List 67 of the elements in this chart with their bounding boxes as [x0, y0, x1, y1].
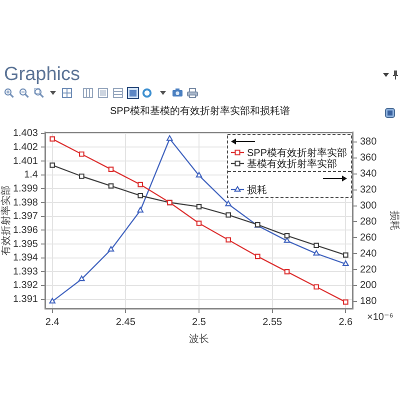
point — [225, 200, 232, 206]
y2-tick-label: 320 — [360, 184, 378, 196]
point — [254, 254, 260, 260]
point — [342, 299, 348, 305]
point — [78, 151, 84, 157]
point — [226, 237, 232, 243]
y-tick-label: 1.403 — [12, 128, 38, 140]
y-tick-label: 1.391 — [12, 294, 38, 306]
y-tick-label: 1.401 — [12, 156, 38, 167]
point — [50, 162, 56, 168]
point — [342, 252, 348, 258]
point — [138, 192, 144, 198]
y-tick-label: 1.399 — [12, 183, 38, 194]
y2-axis-title: 损耗 — [388, 210, 400, 230]
y-tick-label: 1.402 — [12, 142, 38, 153]
point — [284, 233, 290, 238]
legend-label: 损耗 — [247, 184, 267, 196]
y2-tick-label: 300 — [360, 200, 378, 212]
y-tick-label: 1.4 — [24, 170, 38, 181]
y-tick-label: 1.393 — [12, 266, 38, 278]
point — [313, 250, 320, 256]
x-axis-title: 波长 — [189, 332, 209, 345]
y-tick-label: 1.394 — [12, 252, 38, 264]
text: Graphics — [4, 64, 80, 86]
chart-title: SPP模和基模的有效折射率实部和损耗谱 — [108, 106, 291, 118]
y2-tick-label: 180 — [360, 296, 378, 308]
point — [49, 298, 56, 304]
y-tick-label: 1.395 — [12, 238, 38, 250]
point — [137, 206, 144, 213]
y-tick-label: 1.396 — [12, 224, 38, 236]
x-tick-label: 2.4 — [45, 316, 60, 328]
point — [166, 135, 173, 141]
y2-tick-label: 360 — [360, 152, 378, 164]
y2-tick-label: 280 — [360, 216, 378, 228]
y2-tick-label: 220 — [360, 264, 378, 276]
point — [342, 260, 349, 266]
text: ×10⁻⁶ — [367, 312, 394, 323]
y2-tick-label: 200 — [360, 280, 378, 292]
point — [108, 246, 114, 252]
point — [78, 174, 84, 179]
y-tick-label: 1.397 — [12, 211, 38, 222]
y-axis-title: 有效折射率实部 — [0, 186, 12, 256]
point — [196, 204, 202, 210]
point — [284, 237, 290, 243]
point — [108, 183, 114, 189]
x-tick-label: 2.55 — [262, 316, 282, 328]
y2-tick-label: 380 — [360, 136, 378, 148]
point — [226, 212, 232, 218]
x-tick-label: 2.5 — [192, 316, 206, 328]
point — [138, 182, 144, 188]
point — [314, 242, 320, 248]
point — [314, 284, 320, 290]
legend-label: 基模有效折射率实部 — [247, 158, 337, 170]
y2-tick-label: 240 — [360, 248, 378, 260]
point — [196, 172, 202, 178]
x-tick-label: 2.6 — [338, 316, 354, 328]
point — [78, 276, 85, 282]
point — [50, 136, 56, 142]
point — [108, 166, 114, 172]
legend-label: SPP模有效折射率实部 — [247, 146, 348, 159]
point — [196, 220, 202, 226]
point — [284, 268, 290, 274]
x-tick-label: 2.45 — [116, 316, 136, 328]
y-tick-label: 1.392 — [12, 280, 38, 292]
y2-tick-label: 260 — [360, 232, 378, 244]
y2-tick-label: 340 — [360, 168, 378, 180]
y-tick-label: 1.398 — [12, 197, 38, 208]
